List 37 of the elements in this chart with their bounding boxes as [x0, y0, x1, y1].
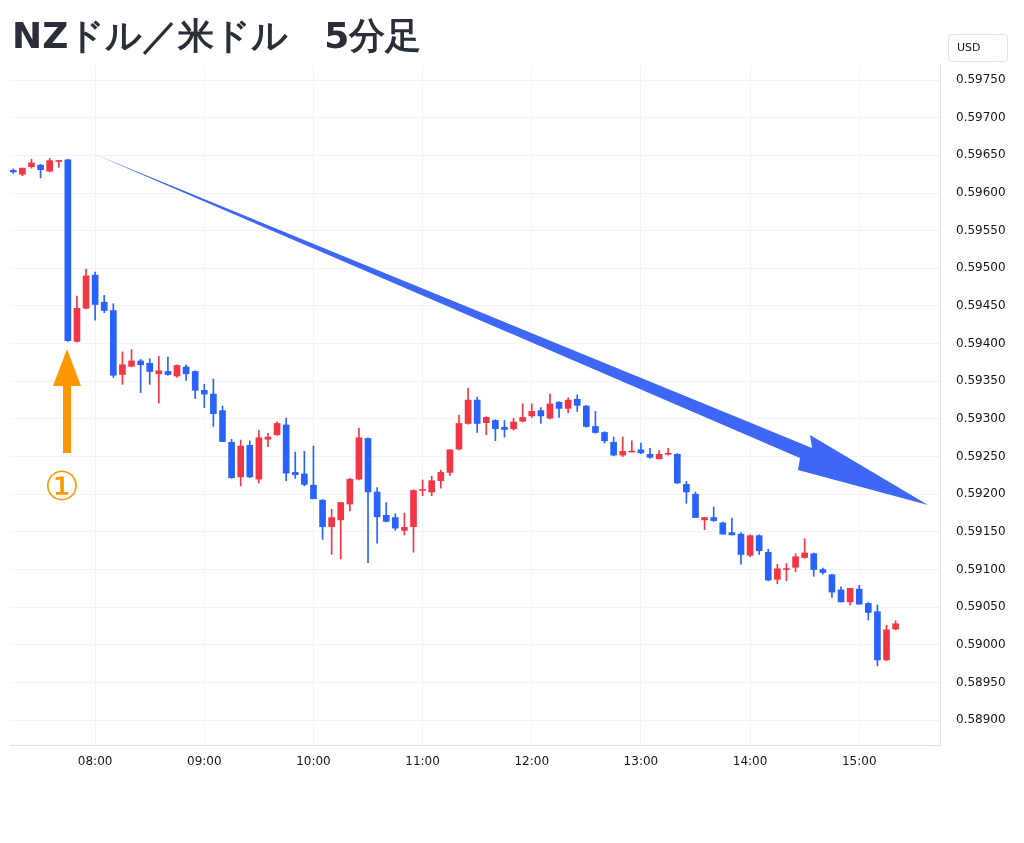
y-tick-label: 0.59200 [956, 486, 1006, 501]
y-tick-label: 0.58900 [956, 712, 1006, 727]
y-tick-label: 0.59400 [956, 335, 1006, 350]
x-tick-label: 14:00 [732, 754, 768, 769]
y-tick-label: 0.59700 [956, 109, 1006, 124]
candlestick [155, 356, 163, 404]
x-tick-label: 09:00 [187, 754, 222, 769]
y-tick-label: 0.59100 [956, 561, 1006, 576]
annotation: ① [44, 463, 80, 509]
x-tick-label: 11:00 [405, 754, 440, 769]
y-tick-label: 0.59500 [956, 260, 1006, 275]
chart-title: NZドル／米ドル 5分足 [12, 14, 422, 58]
y-tick-label: 0.59750 [956, 72, 1006, 87]
y-tick-label: 0.59000 [956, 636, 1006, 651]
candlestick [264, 432, 272, 448]
y-tick-label: 0.59450 [956, 298, 1006, 313]
y-tick-label: 0.59650 [956, 147, 1006, 162]
y-tick-label: 0.59150 [956, 524, 1006, 539]
y-tick-label: 0.59350 [956, 373, 1006, 388]
y-tick-label: 0.59250 [956, 448, 1006, 463]
candlestick [164, 356, 172, 376]
x-tick-label: 12:00 [514, 754, 550, 769]
y-tick-label: 0.59550 [956, 222, 1006, 237]
candlestick [55, 160, 63, 168]
x-tick-label: 13:00 [623, 754, 659, 769]
x-tick-label: 08:00 [77, 754, 113, 769]
y-tick-label: 0.59600 [956, 185, 1006, 200]
candlestick [200, 383, 208, 408]
x-tick-label: 15:00 [841, 754, 877, 769]
candlestick [291, 451, 299, 479]
y-tick-label: 0.58950 [956, 674, 1006, 689]
x-tick-label: 10:00 [296, 754, 331, 769]
y-axis-title: USD [948, 34, 1008, 62]
y-tick-label: 0.59300 [956, 411, 1006, 426]
candlestick [728, 518, 736, 536]
y-tick-label: 0.59050 [956, 599, 1006, 614]
candlestick [619, 436, 627, 457]
